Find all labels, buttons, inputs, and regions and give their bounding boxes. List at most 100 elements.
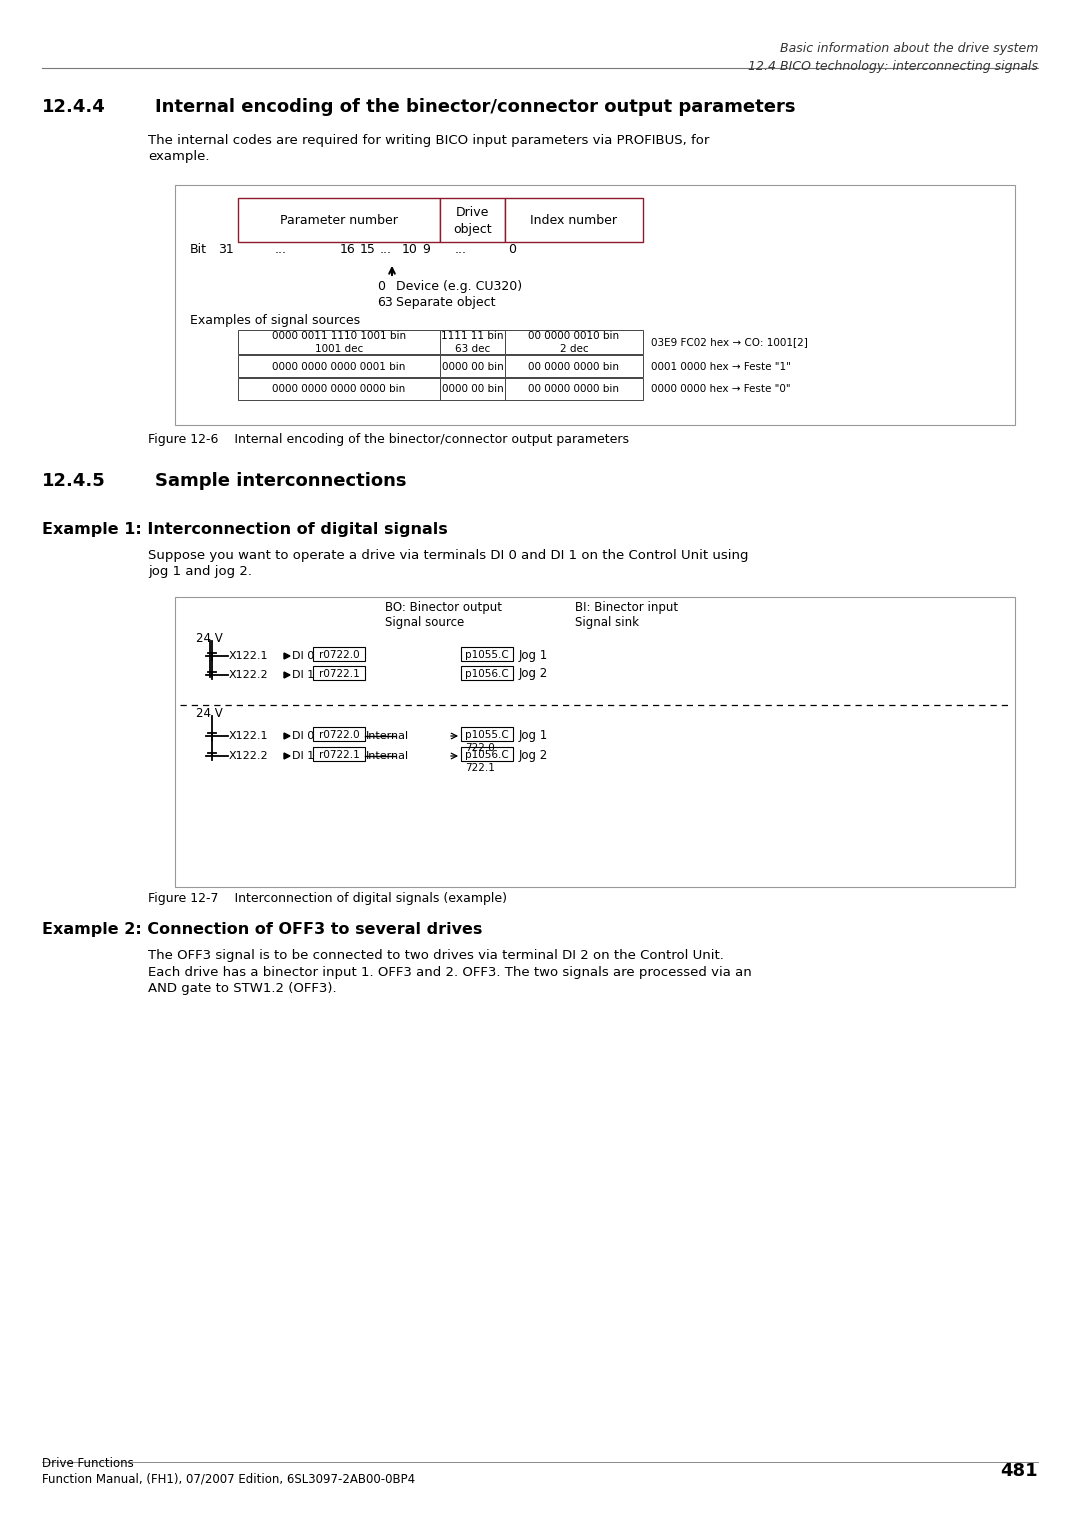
- Text: 00 0000 0010 bin
2 dec: 00 0000 0010 bin 2 dec: [528, 331, 620, 354]
- Text: 24 V: 24 V: [195, 632, 222, 644]
- Bar: [175, 185, 1015, 425]
- Bar: [238, 354, 440, 377]
- Bar: [505, 354, 643, 377]
- Polygon shape: [284, 672, 291, 678]
- Bar: [440, 354, 505, 377]
- Text: Signal source: Signal source: [384, 615, 464, 629]
- Text: Parameter number: Parameter number: [280, 214, 397, 228]
- Bar: [505, 379, 643, 400]
- Text: X122.1: X122.1: [229, 731, 269, 741]
- Text: 63: 63: [377, 296, 393, 308]
- Text: 0: 0: [377, 279, 384, 293]
- Bar: [461, 727, 513, 741]
- Bar: [313, 666, 365, 680]
- Text: 481: 481: [1000, 1461, 1038, 1480]
- Text: p1055.C: p1055.C: [465, 651, 509, 660]
- Text: 0000 0011 1110 1001 bin
1001 dec: 0000 0011 1110 1001 bin 1001 dec: [272, 331, 406, 354]
- Bar: [238, 379, 440, 400]
- Bar: [440, 330, 505, 354]
- Bar: [461, 666, 513, 680]
- Text: p1056.C: p1056.C: [465, 669, 509, 680]
- Bar: [175, 597, 1015, 887]
- Text: 15: 15: [360, 243, 376, 257]
- Bar: [440, 379, 505, 400]
- Text: Example 2: Connection of OFF3 to several drives: Example 2: Connection of OFF3 to several…: [42, 922, 483, 938]
- Text: X122.2: X122.2: [229, 670, 269, 680]
- Text: Device (e.g. CU320): Device (e.g. CU320): [396, 279, 522, 293]
- Bar: [461, 747, 513, 760]
- Text: ...: ...: [455, 243, 467, 257]
- Text: 0000 00 bin: 0000 00 bin: [442, 385, 503, 394]
- Text: DI 1: DI 1: [292, 670, 314, 680]
- Text: r0722.1: r0722.1: [319, 669, 360, 680]
- Text: Drive
object: Drive object: [454, 206, 491, 237]
- Text: Jog 2: Jog 2: [519, 667, 549, 681]
- Text: 9: 9: [422, 243, 430, 257]
- Text: Bit: Bit: [190, 243, 207, 257]
- Text: BO: Binector output: BO: Binector output: [384, 602, 502, 614]
- Bar: [461, 647, 513, 661]
- Text: Suppose you want to operate a drive via terminals DI 0 and DI 1 on the Control U: Suppose you want to operate a drive via …: [148, 550, 748, 562]
- Bar: [238, 330, 440, 354]
- Text: Internal: Internal: [366, 751, 409, 760]
- Text: 03E9 FC02 hex → CO: 1001[2]: 03E9 FC02 hex → CO: 1001[2]: [651, 337, 808, 348]
- Text: Each drive has a binector input 1. OFF3 and 2. OFF3. The two signals are process: Each drive has a binector input 1. OFF3 …: [148, 967, 752, 979]
- Text: Jog 2: Jog 2: [519, 748, 549, 762]
- Polygon shape: [284, 733, 291, 739]
- Text: p1056.C: p1056.C: [465, 750, 509, 760]
- Text: 12.4 BICO technology: interconnecting signals: 12.4 BICO technology: interconnecting si…: [748, 60, 1038, 73]
- Text: AND gate to STW1.2 (OFF3).: AND gate to STW1.2 (OFF3).: [148, 982, 337, 996]
- Text: The internal codes are required for writing BICO input parameters via PROFIBUS, : The internal codes are required for writ…: [148, 134, 710, 147]
- Text: Jog 1: Jog 1: [519, 728, 549, 742]
- Text: Jog 1: Jog 1: [519, 649, 549, 661]
- Text: 0000 00 bin: 0000 00 bin: [442, 362, 503, 371]
- Text: X122.1: X122.1: [229, 651, 269, 661]
- Text: X122.2: X122.2: [229, 751, 269, 760]
- Text: r0722.0: r0722.0: [319, 651, 360, 660]
- Text: 0000 0000 hex → Feste "0": 0000 0000 hex → Feste "0": [651, 385, 791, 394]
- Text: Signal sink: Signal sink: [575, 615, 639, 629]
- Bar: [238, 199, 440, 241]
- Text: Internal encoding of the binector/connector output parameters: Internal encoding of the binector/connec…: [156, 98, 796, 116]
- Bar: [313, 747, 365, 760]
- Text: 24 V: 24 V: [195, 707, 222, 721]
- Text: DI 1: DI 1: [292, 751, 314, 760]
- Text: Examples of signal sources: Examples of signal sources: [190, 315, 360, 327]
- Text: Drive Functions: Drive Functions: [42, 1457, 134, 1471]
- Text: 12.4.4: 12.4.4: [42, 98, 106, 116]
- Bar: [505, 199, 643, 241]
- Text: 0: 0: [508, 243, 516, 257]
- Text: Sample interconnections: Sample interconnections: [156, 472, 406, 490]
- Text: 0000 0000 0000 0000 bin: 0000 0000 0000 0000 bin: [272, 385, 406, 394]
- Text: 00 0000 0000 bin: 00 0000 0000 bin: [528, 385, 620, 394]
- Text: ...: ...: [380, 243, 392, 257]
- Text: BI: Binector input: BI: Binector input: [575, 602, 678, 614]
- Text: 1111 11 bin
63 dec: 1111 11 bin 63 dec: [442, 331, 503, 354]
- Text: jog 1 and jog 2.: jog 1 and jog 2.: [148, 565, 252, 579]
- Text: 12.4.5: 12.4.5: [42, 472, 106, 490]
- Text: 0001 0000 hex → Feste "1": 0001 0000 hex → Feste "1": [651, 362, 791, 371]
- Text: ...: ...: [275, 243, 287, 257]
- Text: Index number: Index number: [530, 214, 618, 228]
- Text: Basic information about the drive system: Basic information about the drive system: [780, 43, 1038, 55]
- Text: Figure 12-7    Interconnection of digital signals (example): Figure 12-7 Interconnection of digital s…: [148, 892, 507, 906]
- Polygon shape: [284, 654, 291, 660]
- Text: Internal: Internal: [366, 731, 409, 741]
- Text: 0000 0000 0000 0001 bin: 0000 0000 0000 0001 bin: [272, 362, 406, 371]
- Bar: [313, 727, 365, 741]
- Text: example.: example.: [148, 150, 210, 163]
- Bar: [440, 199, 505, 241]
- Text: p1055.C: p1055.C: [465, 730, 509, 741]
- Text: r0722.0: r0722.0: [319, 730, 360, 741]
- Text: r0722.1: r0722.1: [319, 750, 360, 760]
- Polygon shape: [284, 753, 291, 759]
- Text: 31: 31: [218, 243, 233, 257]
- Text: Function Manual, (FH1), 07/2007 Edition, 6SL3097-2AB00-0BP4: Function Manual, (FH1), 07/2007 Edition,…: [42, 1474, 415, 1486]
- Text: 722.0: 722.0: [465, 744, 495, 753]
- Text: The OFF3 signal is to be connected to two drives via terminal DI 2 on the Contro: The OFF3 signal is to be connected to tw…: [148, 948, 724, 962]
- Bar: [313, 647, 365, 661]
- Text: 16: 16: [340, 243, 355, 257]
- Text: DI 0: DI 0: [292, 651, 314, 661]
- Text: 10: 10: [402, 243, 418, 257]
- Text: Example 1: Interconnection of digital signals: Example 1: Interconnection of digital si…: [42, 522, 448, 538]
